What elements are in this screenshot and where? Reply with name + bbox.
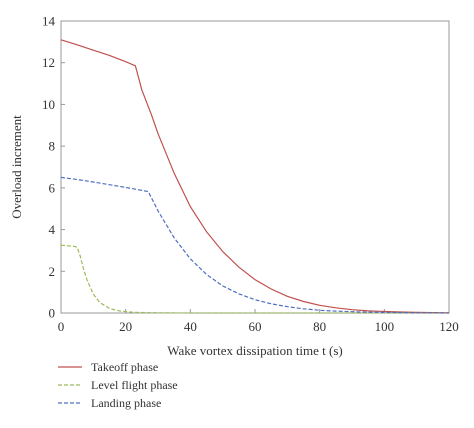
y-tick-label: 6	[49, 180, 56, 195]
y-tick-label: 8	[49, 139, 56, 154]
x-axis-title: Wake vortex dissipation time t (s)	[167, 343, 343, 358]
series-line-landing-phase	[60, 176, 450, 314]
legend: Takeoff phase Level flight phase Landing p…	[58, 360, 178, 410]
series-line-takeoff-phase	[60, 39, 450, 314]
legend-label: Level flight phase	[91, 378, 178, 392]
y-tick-label: 12	[42, 55, 55, 70]
legend-label: Takeoff phase	[91, 360, 158, 374]
y-tick-label: 10	[42, 97, 55, 112]
plot-area-frame	[60, 20, 450, 314]
y-tick-label: 0	[49, 306, 56, 321]
x-tick-label: 100	[375, 319, 395, 334]
x-tick-label: 40	[184, 319, 197, 334]
series-lines	[60, 39, 450, 314]
x-tick-label: 60	[249, 319, 262, 334]
legend-label: Landing phase	[91, 396, 161, 410]
x-tick-label: 80	[313, 319, 326, 334]
y-tick-label: 14	[42, 14, 56, 29]
y-tick-label: 4	[49, 222, 56, 237]
x-tick-label: 120	[439, 319, 459, 334]
y-axis: 0 2 4 6 8 10 12 14	[42, 14, 65, 321]
x-tick-label: 0	[58, 319, 65, 334]
y-axis-title: Overload increment	[9, 115, 24, 219]
y-tick-label: 2	[49, 264, 56, 279]
x-tick-label: 20	[119, 319, 132, 334]
